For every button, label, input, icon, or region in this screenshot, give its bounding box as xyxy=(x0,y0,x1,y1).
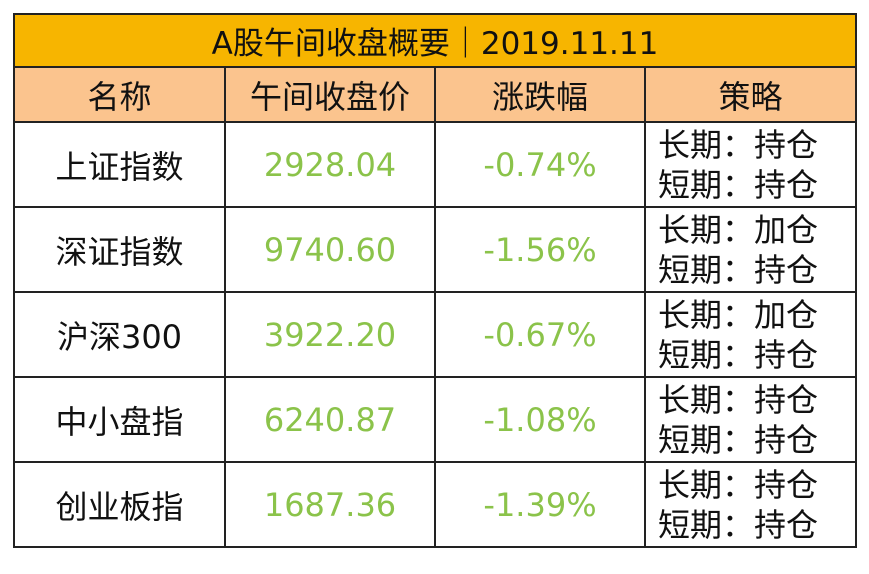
data-row: 中小盘指 6240.87 -1.08% 长期：持仓 短期：持仓 xyxy=(13,376,857,463)
strategy-line: 长期：持仓 xyxy=(658,125,819,164)
header-cell: 午间收盘价 xyxy=(224,66,436,123)
header-cell: 名称 xyxy=(13,66,226,123)
index-name: 创业板指 xyxy=(13,461,226,548)
header-cell: 策略 xyxy=(644,66,857,123)
strategy: 长期：持仓 短期：持仓 xyxy=(644,376,857,463)
index-name: 上证指数 xyxy=(13,121,226,208)
table-wrap: A股午间收盘概要｜2019.11.11 名称 午间收盘价 涨跌幅 策略 上证指数 2928… xyxy=(13,13,857,548)
change: -1.39% xyxy=(434,461,646,548)
strategy-line: 长期：加仓 xyxy=(658,210,819,249)
index-name: 深证指数 xyxy=(13,206,226,293)
change: -1.08% xyxy=(434,376,646,463)
strategy-line: 短期：持仓 xyxy=(658,505,819,544)
data-row: 上证指数 2928.04 -0.74% 长期：持仓 短期：持仓 xyxy=(13,121,857,208)
price: 1687.36 xyxy=(224,461,436,548)
data-row: 创业板指 1687.36 -1.39% 长期：持仓 短期：持仓 xyxy=(13,461,857,548)
change: -0.67% xyxy=(434,291,646,378)
strategy-line: 短期：持仓 xyxy=(658,420,819,459)
price: 2928.04 xyxy=(224,121,436,208)
strategy-line: 短期：持仓 xyxy=(658,165,819,204)
change: -0.74% xyxy=(434,121,646,208)
data-row: 沪深300 3922.20 -0.67% 长期：加仓 短期：持仓 xyxy=(13,291,857,378)
strategy-line: 短期：持仓 xyxy=(658,335,819,374)
strategy: 长期：持仓 短期：持仓 xyxy=(644,461,857,548)
strategy-line: 长期：加仓 xyxy=(658,295,819,334)
strategy: 长期：加仓 短期：持仓 xyxy=(644,291,857,378)
summary-table: A股午间收盘概要｜2019.11.11 名称 午间收盘价 涨跌幅 策略 上证指数 2928… xyxy=(13,13,857,548)
price: 6240.87 xyxy=(224,376,436,463)
header-cell: 涨跌幅 xyxy=(434,66,646,123)
strategy: 长期：持仓 短期：持仓 xyxy=(644,121,857,208)
index-name: 中小盘指 xyxy=(13,376,226,463)
index-name: 沪深300 xyxy=(13,291,226,378)
title-row: A股午间收盘概要｜2019.11.11 xyxy=(13,13,857,68)
strategy-line: 长期：持仓 xyxy=(658,380,819,419)
strategy-line: 长期：持仓 xyxy=(658,465,819,504)
data-row: 深证指数 9740.60 -1.56% 长期：加仓 短期：持仓 xyxy=(13,206,857,293)
strategy-line: 短期：持仓 xyxy=(658,250,819,289)
price: 3922.20 xyxy=(224,291,436,378)
change: -1.56% xyxy=(434,206,646,293)
table-title: A股午间收盘概要｜2019.11.11 xyxy=(13,13,857,68)
header-row: 名称 午间收盘价 涨跌幅 策略 xyxy=(13,66,857,123)
price: 9740.60 xyxy=(224,206,436,293)
strategy: 长期：加仓 短期：持仓 xyxy=(644,206,857,293)
